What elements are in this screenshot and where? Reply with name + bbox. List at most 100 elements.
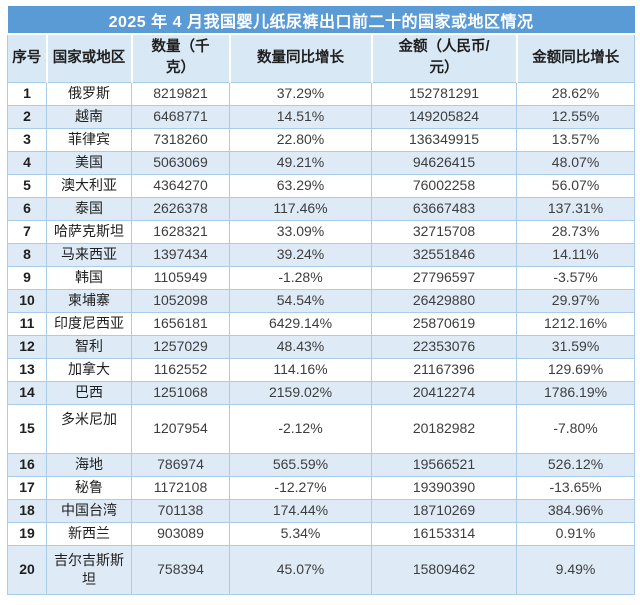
cell-quantity-yoy: 45.07% — [229, 544, 372, 595]
cell-country: 哈萨克斯坦 — [46, 219, 132, 244]
table-row: 13 加拿大 1162552 114.16% 21167396 129.69% — [7, 357, 636, 382]
col-header-country: 国家或地区 — [45, 34, 133, 83]
cell-quantity-yoy: 114.16% — [229, 357, 372, 382]
cell-amount-yoy: -7.80% — [515, 403, 636, 454]
cell-amount: 25870619 — [371, 311, 517, 336]
cell-quantity-yoy: 2159.02% — [229, 380, 372, 405]
page-title: 2025 年 4 月我国婴儿纸尿裤出口前二十的国家或地区情况 — [7, 6, 635, 35]
cell-country: 菲律宾 — [46, 127, 132, 152]
cell-quantity-yoy: 22.80% — [229, 127, 372, 152]
cell-amount: 26429880 — [371, 288, 517, 313]
table-row: 12 智利 1257029 48.43% 22353076 31.59% — [7, 334, 636, 359]
cell-amount: 18710269 — [371, 498, 517, 523]
cell-quantity-yoy: 33.09% — [229, 219, 372, 244]
cell-quantity: 1397434 — [131, 242, 230, 267]
table-row: 16 海地 786974 565.59% 19566521 526.12% — [7, 452, 636, 477]
cell-amount: 22353076 — [371, 334, 517, 359]
cell-index: 13 — [7, 357, 47, 382]
cell-quantity: 4364270 — [131, 173, 230, 198]
cell-index: 10 — [7, 288, 47, 313]
cell-index: 20 — [7, 544, 47, 595]
cell-amount-yoy: -3.57% — [515, 265, 636, 290]
cell-amount: 20182982 — [371, 403, 517, 454]
cell-quantity-yoy: 14.51% — [229, 104, 372, 129]
cell-quantity: 2626378 — [131, 196, 230, 221]
cell-quantity: 6468771 — [131, 104, 230, 129]
cell-quantity-yoy: -1.28% — [229, 265, 372, 290]
cell-amount: 19390390 — [371, 475, 517, 500]
cell-quantity-yoy: 37.29% — [229, 81, 372, 106]
table-row: 3 菲律宾 7318260 22.80% 136349915 13.57% — [7, 127, 636, 152]
cell-amount: 136349915 — [371, 127, 517, 152]
cell-index: 17 — [7, 475, 47, 500]
cell-amount-yoy: 14.11% — [515, 242, 636, 267]
cell-amount: 19566521 — [371, 452, 517, 477]
export-data-table: 2025 年 4 月我国婴儿纸尿裤出口前二十的国家或地区情况 序号 国家或地区 … — [7, 6, 636, 595]
table-row: 17 秘鲁 1172108 -12.27% 19390390 -13.65% — [7, 475, 636, 500]
cell-quantity-yoy: -12.27% — [229, 475, 372, 500]
cell-index: 8 — [7, 242, 47, 267]
cell-index: 9 — [7, 265, 47, 290]
cell-index: 7 — [7, 219, 47, 244]
table-row: 15 多米尼加 1207954 -2.12% 20182982 -7.80% — [7, 403, 636, 454]
cell-amount-yoy: 48.07% — [515, 150, 636, 175]
cell-country: 加拿大 — [46, 357, 132, 382]
cell-index: 11 — [7, 311, 47, 336]
cell-amount: 152781291 — [371, 81, 517, 106]
cell-index: 18 — [7, 498, 47, 523]
cell-index: 19 — [7, 521, 47, 546]
cell-country: 马来西亚 — [46, 242, 132, 267]
table-row: 7 哈萨克斯坦 1628321 33.09% 32715708 28.73% — [7, 219, 636, 244]
cell-amount-yoy: 29.97% — [515, 288, 636, 313]
table-row: 9 韩国 1105949 -1.28% 27796597 -3.57% — [7, 265, 636, 290]
col-header-quantity: 数量（千 克） — [130, 34, 231, 83]
cell-amount-yoy: 9.49% — [515, 544, 636, 595]
cell-quantity-yoy: 49.21% — [229, 150, 372, 175]
cell-country: 越南 — [46, 104, 132, 129]
cell-country: 智利 — [46, 334, 132, 359]
cell-amount-yoy: 28.73% — [515, 219, 636, 244]
cell-amount-yoy: 31.59% — [515, 334, 636, 359]
cell-amount-yoy: 28.62% — [515, 81, 636, 106]
cell-quantity-yoy: 565.59% — [229, 452, 372, 477]
cell-amount-yoy: 0.91% — [515, 521, 636, 546]
cell-quantity-yoy: 117.46% — [229, 196, 372, 221]
cell-quantity-yoy: 63.29% — [229, 173, 372, 198]
table-row: 11 印度尼西亚 1656181 6429.14% 25870619 1212.… — [7, 311, 636, 336]
cell-quantity-yoy: 48.43% — [229, 334, 372, 359]
cell-quantity-yoy: 54.54% — [229, 288, 372, 313]
cell-quantity: 903089 — [131, 521, 230, 546]
cell-quantity: 758394 — [131, 544, 230, 595]
cell-quantity: 8219821 — [131, 81, 230, 106]
cell-quantity: 701138 — [131, 498, 230, 523]
cell-country: 多米尼加 — [46, 403, 132, 454]
cell-amount-yoy: 1786.19% — [515, 380, 636, 405]
table-row: 20 吉尔吉斯斯坦 758394 45.07% 15809462 9.49% — [7, 544, 636, 595]
table-row: 6 泰国 2626378 117.46% 63667483 137.31% — [7, 196, 636, 221]
cell-amount-yoy: 13.57% — [515, 127, 636, 152]
cell-index: 2 — [7, 104, 47, 129]
cell-country: 柬埔寨 — [46, 288, 132, 313]
cell-index: 14 — [7, 380, 47, 405]
cell-amount: 94626415 — [371, 150, 517, 175]
cell-index: 4 — [7, 150, 47, 175]
cell-amount: 21167396 — [371, 357, 517, 382]
cell-quantity: 1628321 — [131, 219, 230, 244]
cell-quantity: 1105949 — [131, 265, 230, 290]
col-header-index: 序号 — [7, 34, 48, 83]
cell-quantity-yoy: 6429.14% — [229, 311, 372, 336]
cell-amount: 32551846 — [371, 242, 517, 267]
cell-quantity: 7318260 — [131, 127, 230, 152]
cell-amount-yoy: 56.07% — [515, 173, 636, 198]
col-header-amount: 金额（人民币/ 元） — [370, 34, 518, 83]
col-header-quantity-yoy: 数量同比增长 — [228, 34, 373, 83]
table-row: 19 新西兰 903089 5.34% 16153314 0.91% — [7, 521, 636, 546]
cell-country: 澳大利亚 — [46, 173, 132, 198]
cell-quantity: 786974 — [131, 452, 230, 477]
cell-quantity-yoy: -2.12% — [229, 403, 372, 454]
cell-country: 海地 — [46, 452, 132, 477]
cell-quantity-yoy: 5.34% — [229, 521, 372, 546]
col-header-amount-yoy: 金额同比增长 — [515, 34, 636, 83]
table-row: 14 巴西 1251068 2159.02% 20412274 1786.19% — [7, 380, 636, 405]
